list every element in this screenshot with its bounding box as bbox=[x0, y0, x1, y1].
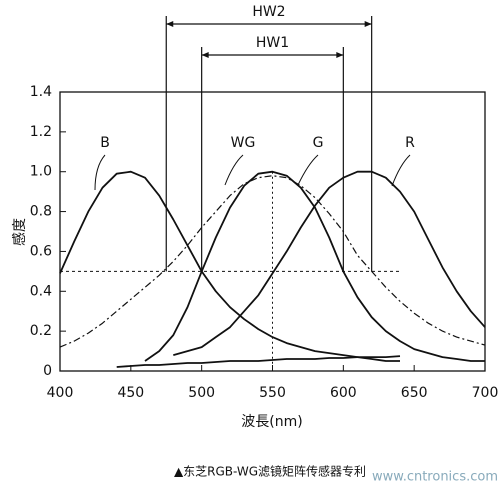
x-tick-label: 450 bbox=[117, 385, 144, 401]
x-tick-label: 650 bbox=[401, 385, 428, 401]
curve-label: B bbox=[100, 135, 110, 151]
curve bbox=[144, 170, 485, 362]
label-leader bbox=[224, 154, 244, 186]
annotation-label: HW1 bbox=[256, 35, 289, 51]
x-tick-label: 700 bbox=[472, 385, 499, 401]
y-tick-label: 1.4 bbox=[30, 84, 52, 100]
curve bbox=[59, 170, 400, 362]
caption: ▲东芝RGB-WG滤镜矩阵传感器专利 bbox=[174, 464, 366, 479]
label-leader bbox=[391, 154, 411, 187]
y-tick-label: 1.0 bbox=[30, 164, 52, 180]
y-tick-label: 0.6 bbox=[30, 243, 52, 259]
curve bbox=[173, 170, 486, 356]
curve bbox=[116, 355, 401, 368]
y-tick-label: 0.8 bbox=[30, 204, 52, 220]
y-tick-label: 1.2 bbox=[30, 124, 52, 140]
annotation-label: HW2 bbox=[252, 4, 285, 20]
y-axis-label: 感度 bbox=[11, 218, 28, 246]
x-axis-label: 波長(nm) bbox=[241, 414, 302, 430]
x-tick-label: 550 bbox=[259, 385, 286, 401]
watermark: www.cntronics.com bbox=[372, 470, 498, 485]
y-tick-label: 0.2 bbox=[30, 323, 52, 339]
x-tick-label: 600 bbox=[330, 385, 357, 401]
curve-label: WG bbox=[231, 135, 256, 151]
x-tick-label: 400 bbox=[47, 385, 74, 401]
plot-frame bbox=[59, 91, 486, 372]
label-leader bbox=[94, 154, 106, 191]
curve bbox=[59, 175, 486, 348]
curve-label: R bbox=[405, 135, 415, 151]
label-leader bbox=[297, 154, 319, 186]
y-tick-label: 0.4 bbox=[30, 283, 52, 299]
x-tick-label: 500 bbox=[188, 385, 215, 401]
y-tick-label: 0 bbox=[43, 363, 52, 379]
curve-label: G bbox=[313, 135, 324, 151]
